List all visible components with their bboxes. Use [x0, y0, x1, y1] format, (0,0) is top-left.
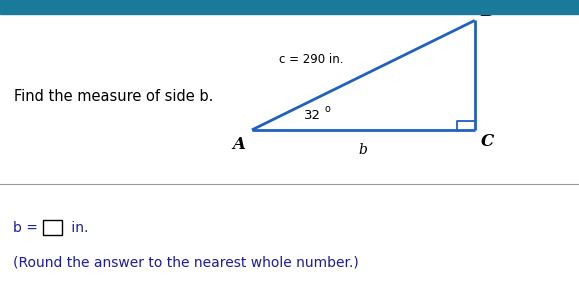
- Text: b =: b =: [13, 221, 42, 235]
- Text: 32: 32: [304, 109, 321, 122]
- Bar: [0, 0, 579, 14]
- Text: c = 290 in.: c = 290 in.: [279, 53, 343, 66]
- Text: in.: in.: [67, 221, 88, 235]
- Text: C: C: [481, 133, 494, 150]
- Text: A: A: [233, 136, 245, 153]
- Text: o: o: [324, 104, 330, 114]
- Bar: [43, 220, 62, 235]
- Text: b: b: [359, 143, 368, 157]
- Text: B: B: [481, 3, 494, 20]
- Text: Find the measure of side b.: Find the measure of side b.: [14, 89, 214, 104]
- Text: (Round the answer to the nearest whole number.): (Round the answer to the nearest whole n…: [13, 256, 358, 270]
